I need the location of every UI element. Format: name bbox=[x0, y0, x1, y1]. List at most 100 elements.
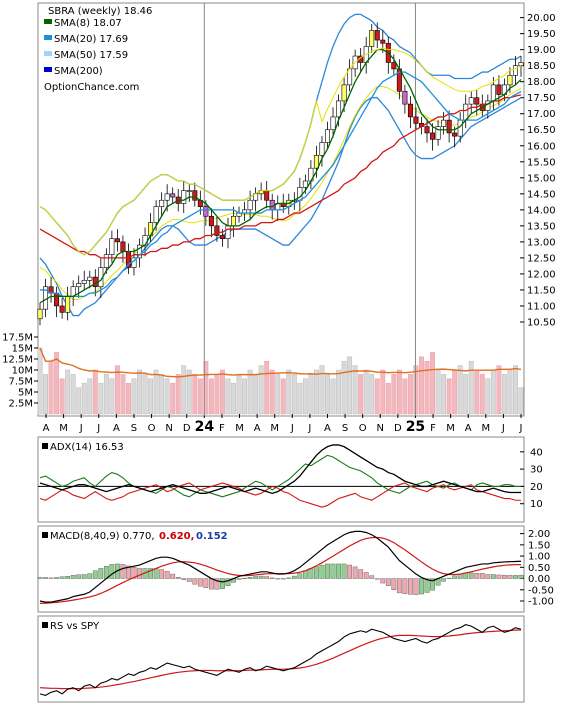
x-tick-label: F bbox=[430, 423, 436, 434]
volume-bar bbox=[192, 374, 198, 415]
sma50-line bbox=[39, 94, 522, 259]
volume-tick-label: 15M bbox=[12, 344, 33, 355]
volume-bar bbox=[286, 369, 292, 415]
candle-body bbox=[109, 238, 115, 255]
candle-body bbox=[452, 132, 458, 137]
macd-histogram-bar bbox=[369, 575, 375, 579]
macd-histogram-bar bbox=[347, 564, 353, 579]
macd-histogram-bar bbox=[131, 567, 137, 579]
price-tick-label: 12.00 bbox=[527, 269, 556, 280]
candle-body bbox=[407, 103, 413, 118]
volume-bar bbox=[37, 347, 43, 415]
macd-histogram-bar bbox=[391, 578, 397, 590]
candle-body bbox=[153, 206, 159, 223]
volume-bar bbox=[208, 378, 214, 415]
macd-histogram-bar bbox=[297, 573, 303, 579]
candle-body bbox=[369, 30, 375, 47]
volume-bar bbox=[513, 365, 518, 415]
candle-body bbox=[137, 244, 143, 259]
candle-body bbox=[214, 225, 220, 236]
legend-swatch-sma8 bbox=[44, 19, 52, 24]
rs-line bbox=[39, 624, 522, 696]
legend-title: SBRA (weekly) 18.46 bbox=[48, 6, 152, 17]
volume-bar bbox=[452, 369, 458, 415]
volume-bar bbox=[59, 378, 65, 415]
volume-bar bbox=[457, 365, 463, 415]
macd-histogram-bar bbox=[247, 577, 253, 579]
volume-bar bbox=[490, 369, 496, 415]
macd-histogram-bar bbox=[225, 578, 231, 586]
volume-bar bbox=[126, 382, 131, 415]
candle-body bbox=[324, 129, 330, 143]
candle-body bbox=[170, 193, 176, 198]
volume-bar bbox=[170, 382, 176, 415]
volume-bar bbox=[313, 369, 319, 415]
macd-histogram-bar bbox=[186, 578, 192, 582]
price-tick-label: 11.50 bbox=[527, 285, 556, 296]
x-tick-label: 24 bbox=[195, 419, 215, 435]
price-tick-label: 19.00 bbox=[527, 45, 556, 56]
macd-histogram-bar bbox=[507, 575, 513, 579]
volume-bar bbox=[253, 374, 259, 415]
macd-histogram-bar bbox=[413, 578, 419, 595]
candle-body bbox=[54, 292, 60, 307]
x-tick-label: F bbox=[219, 423, 225, 434]
macd-panel: 2.001.501.000.500.00-0.50-1.00 bbox=[37, 529, 554, 608]
price-tick-label: 18.50 bbox=[527, 61, 556, 72]
x-tick-label: A bbox=[113, 423, 120, 434]
macd-histogram-bar bbox=[518, 574, 524, 579]
candle-body bbox=[468, 97, 474, 105]
macd-histogram-bar bbox=[164, 571, 170, 579]
x-tick-label: N bbox=[377, 423, 384, 434]
macd-histogram-bar bbox=[137, 568, 142, 579]
rs-panel bbox=[39, 624, 522, 696]
volume-bar bbox=[402, 378, 408, 415]
volume-bar bbox=[479, 374, 485, 415]
price-tick-label: 14.00 bbox=[527, 205, 556, 216]
macd-histogram-bar bbox=[352, 566, 358, 579]
price-tick-label: 14.50 bbox=[527, 189, 556, 200]
x-tick-label: D bbox=[183, 423, 191, 434]
macd-histogram-bar bbox=[441, 578, 446, 582]
macd-histogram-bar bbox=[396, 578, 402, 594]
macd-histogram-bar bbox=[48, 577, 54, 579]
x-tick-label: O bbox=[148, 423, 156, 434]
volume-bar bbox=[419, 356, 424, 415]
volume-bar bbox=[385, 382, 391, 415]
volume-bar bbox=[330, 378, 336, 415]
macd-histogram-bar bbox=[468, 572, 474, 579]
candle-body bbox=[441, 119, 447, 127]
candle-body bbox=[507, 74, 513, 86]
macd-histogram-bar bbox=[291, 575, 297, 579]
candle-body bbox=[341, 84, 347, 102]
macd-legend-swatch bbox=[42, 532, 48, 538]
price-tick-label: 17.50 bbox=[527, 93, 556, 104]
macd-histogram-bar bbox=[408, 578, 413, 595]
macd-tick-label: 1.50 bbox=[528, 540, 550, 551]
macd-histogram-bar bbox=[496, 574, 502, 579]
price-tick-label: 16.00 bbox=[527, 141, 556, 152]
volume-bar bbox=[120, 374, 126, 415]
x-tick-label: M bbox=[446, 423, 455, 434]
price-tick-label: 19.50 bbox=[527, 29, 556, 40]
x-tick-label: M bbox=[59, 423, 68, 434]
price-tick-label: 16.50 bbox=[527, 125, 556, 136]
macd-histogram-bar bbox=[153, 568, 159, 579]
candle-body bbox=[87, 276, 93, 281]
macd-histogram-bar bbox=[159, 569, 165, 579]
macd-histogram-bar bbox=[236, 578, 242, 580]
volume-bar bbox=[374, 378, 380, 415]
candle-body bbox=[192, 190, 198, 201]
rs-legend-swatch bbox=[42, 622, 48, 628]
candle-body bbox=[490, 84, 496, 102]
macd-tick-label: 0.00 bbox=[528, 574, 550, 585]
adx-panel-frame bbox=[37, 436, 525, 523]
price-tick-label: 20.00 bbox=[527, 13, 556, 24]
candle-body bbox=[402, 91, 408, 105]
volume-bar bbox=[485, 378, 491, 415]
macd-histogram-bar bbox=[98, 568, 104, 579]
candle-body bbox=[81, 280, 87, 284]
source-label: OptionChance.com bbox=[44, 82, 139, 93]
x-tick-label: S bbox=[131, 423, 137, 434]
macd-histogram-bar bbox=[208, 578, 214, 590]
